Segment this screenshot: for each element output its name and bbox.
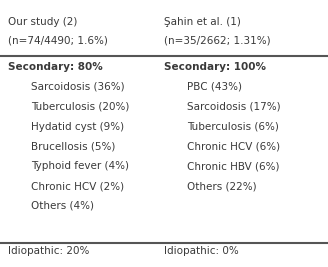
Text: Others (4%): Others (4%) (31, 201, 94, 211)
Text: (n=35/2662; 1.31%): (n=35/2662; 1.31%) (164, 36, 271, 46)
Text: Chronic HBV (6%): Chronic HBV (6%) (187, 161, 279, 171)
Text: Şahin et al. (1): Şahin et al. (1) (164, 17, 241, 27)
Text: Tuberculosis (6%): Tuberculosis (6%) (187, 121, 279, 132)
Text: Hydatid cyst (9%): Hydatid cyst (9%) (31, 121, 124, 132)
Text: Secondary: 100%: Secondary: 100% (164, 62, 266, 72)
Text: Idiopathic: 0%: Idiopathic: 0% (164, 246, 239, 256)
Text: Our study (2): Our study (2) (8, 17, 77, 27)
Text: Sarcoidosis (36%): Sarcoidosis (36%) (31, 82, 124, 92)
Text: Others (22%): Others (22%) (187, 181, 256, 191)
Text: Chronic HCV (2%): Chronic HCV (2%) (31, 181, 124, 191)
Text: (n=74/4490; 1.6%): (n=74/4490; 1.6%) (8, 36, 108, 46)
Text: PBC (43%): PBC (43%) (187, 82, 242, 92)
Text: Tuberculosis (20%): Tuberculosis (20%) (31, 102, 129, 112)
Text: Chronic HCV (6%): Chronic HCV (6%) (187, 142, 280, 151)
Text: Typhoid fever (4%): Typhoid fever (4%) (31, 161, 129, 171)
Text: Idiopathic: 20%: Idiopathic: 20% (8, 246, 89, 256)
Text: Secondary: 80%: Secondary: 80% (8, 62, 103, 72)
Text: Sarcoidosis (17%): Sarcoidosis (17%) (187, 102, 280, 112)
Text: Brucellosis (5%): Brucellosis (5%) (31, 142, 115, 151)
